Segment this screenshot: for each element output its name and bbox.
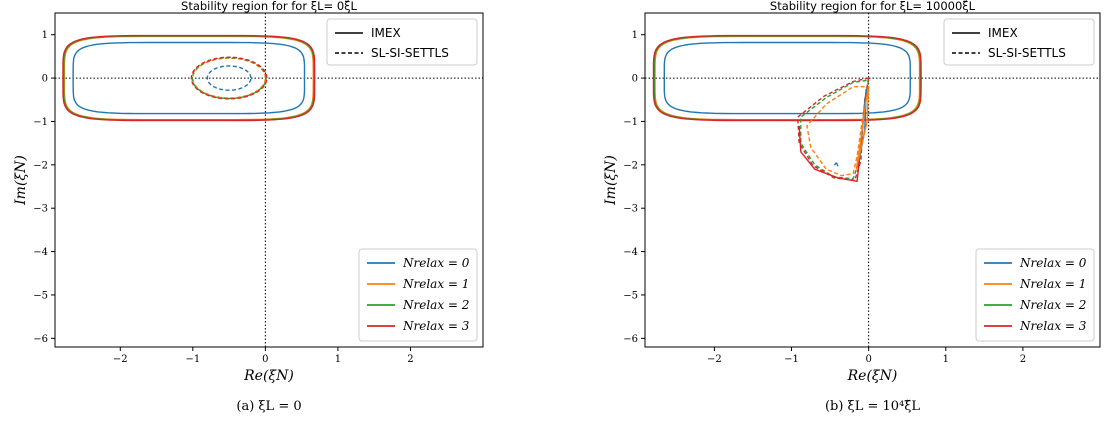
y-tick-label: −2 [623,160,638,171]
plot-area [55,13,483,347]
series-line-sl-si-settls-nrelax2 [800,79,870,180]
legend-entry: Nrelax = 2 [1019,298,1086,312]
legend-entry: Nrelax = 3 [402,319,470,333]
x-tick-label: −2 [113,354,128,365]
legend-entry: Nrelax = 1 [1019,277,1086,291]
y-tick-label: −3 [623,204,638,215]
chart-panel-b: −2 −1 0 1 2 1 0 −1 −2 −3 −4 −5 −6 Stability region fo… [603,0,1101,414]
legend-box [326,18,478,66]
y-tick-label: −3 [33,204,48,215]
y-axis-label: Im(ξN) [13,155,29,206]
y-tick-label: 0 [632,74,638,85]
y-tick-label: 0 [42,74,48,85]
x-tick-label: 2 [1020,354,1026,365]
series-line-imex-nrelax0 [663,41,911,115]
y-tick-label: −4 [33,247,48,258]
y-tick-label: −6 [623,334,638,345]
y-tick-label: −6 [33,334,48,345]
series-line-sl-si-settls-nrelax0 [834,162,839,167]
x-axis-label: Re(ξN) [243,368,294,384]
x-tick-label: 0 [262,354,268,365]
chart-panel-a: −2 −1 0 1 2 1 0 −1 −2 −3 −4 −5 −6 Stability region fo… [13,0,484,414]
series-line-imex-nrelax3 [798,125,861,182]
color-legend: Nrelax = 0 Nrelax = 1 Nrelax = 2 Nrelax = 3 [358,248,478,342]
plot-area [645,13,1100,347]
x-axis-label: Re(ξN) [847,368,898,384]
legend-entry: Nrelax = 1 [402,277,469,291]
color-legend: Nrelax = 0 Nrelax = 1 Nrelax = 2 Nrelax = 3 [975,248,1095,342]
x-tick-label: −1 [185,354,200,365]
x-tick-label: −1 [784,354,799,365]
series-line-sl-si-settls-nrelax1 [806,86,870,177]
plot-frame [644,12,1101,348]
y-tick-label: −2 [33,160,48,171]
style-legend: IMEX SL-SI-SETTLS [326,18,478,66]
legend-entry: Nrelax = 3 [1019,319,1087,333]
x-tick-label: −2 [707,354,722,365]
y-tick-label: −1 [33,117,48,128]
plot-frame [54,12,484,348]
legend-entry: IMEX [988,26,1018,40]
y-axis-label: Im(ξN) [603,155,619,206]
series-line-imex-nrelax0 [72,41,306,115]
series-line-imex-nrelax3 [652,34,922,122]
legend-entry: Nrelax = 0 [1019,256,1087,270]
x-tick-label: 2 [407,354,413,365]
series-line-imex-nrelax3 [62,34,316,122]
x-tick-label: 1 [335,354,341,365]
series-line-imex-nrelax1 [855,85,870,170]
series-line-sl-si-settls-nrelax3 [190,56,268,100]
y-tick-label: −1 [623,117,638,128]
series-line-sl-si-settls-nrelax0 [206,65,252,91]
x-tick-label: 0 [865,354,871,365]
y-tick-label: 1 [42,30,48,41]
style-legend: IMEX SL-SI-SETTLS [943,18,1095,66]
legend-entry: SL-SI-SETTLS [371,46,449,60]
legend-box [943,18,1095,66]
legend-entry: SL-SI-SETTLS [988,46,1066,60]
x-tick-label: 1 [943,354,949,365]
y-tick-label: −5 [623,290,638,301]
legend-entry: IMEX [371,26,401,40]
figure-caption: (a) ξL = 0 [236,399,301,414]
y-tick-label: −4 [623,247,638,258]
y-tick-label: 1 [632,30,638,41]
chart-title: Stability region for for ξL= 10000ξ̃L [770,0,976,13]
legend-entry: Nrelax = 2 [402,298,469,312]
figure-caption: (b) ξL = 10⁴ξ̃L [825,399,920,414]
legend-box [975,248,1095,342]
legend-entry: Nrelax = 0 [402,256,470,270]
chart-title: Stability region for for ξL= 0ξ̃L [181,0,358,13]
y-tick-label: −5 [33,290,48,301]
legend-box [358,248,478,342]
